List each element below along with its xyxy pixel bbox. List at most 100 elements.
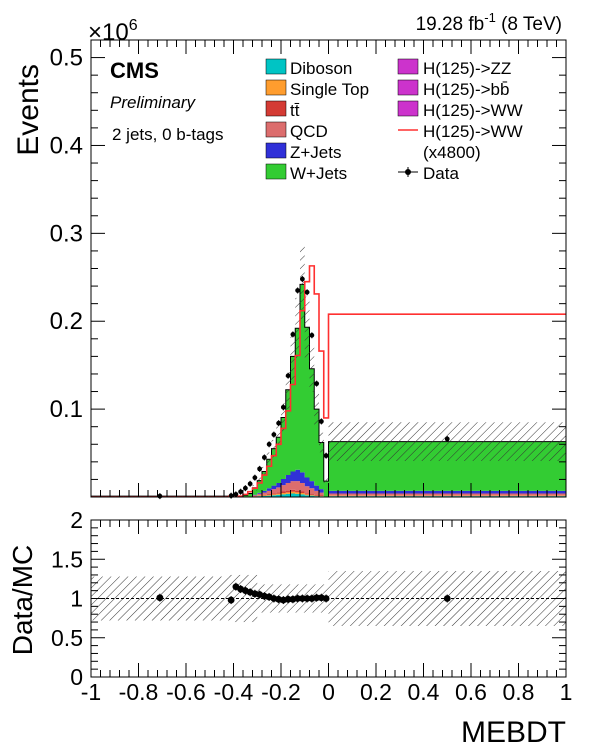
preliminary-label: Preliminary [110, 93, 197, 112]
legend-swatch [397, 58, 419, 75]
data-point [257, 466, 263, 472]
y-tick-label: 0.4 [50, 132, 83, 159]
data-point [309, 332, 315, 338]
x-tick-label: 1 [560, 679, 573, 705]
data-point [444, 436, 450, 442]
mc-uncertainty-band [247, 492, 253, 495]
data-point [290, 332, 296, 337]
ratio-y-tick-label: 2 [70, 507, 83, 533]
mc-uncertainty-band [257, 477, 262, 484]
ratio-panel: 0 0.5 1 1.5 2 Data/MC [7, 507, 567, 690]
mc-uncertainty-band [314, 393, 319, 425]
legend-label: H(125)->ZZ [423, 59, 511, 78]
ratio-y-tick-label: 0.5 [51, 625, 83, 651]
legend-label: Z+Jets [290, 143, 342, 162]
x-tick-label: -0.2 [261, 679, 301, 705]
data-point [285, 373, 291, 379]
data-point [261, 455, 267, 460]
mc-uncertainty-band [300, 246, 305, 323]
main-panel: 0.1 0.2 0.3 0.4 0.5 Events ×106 19.28 fb-1 (… [12, 10, 567, 500]
mc-uncertainty-band [243, 494, 248, 496]
y-tick-label: 0.2 [50, 308, 83, 335]
legend-swatch [265, 163, 287, 180]
legend: Diboson Single Top tt̄ QCD Z+Jets W+Jets H(125… [265, 58, 523, 183]
ratio-uncertainty-band [247, 574, 253, 623]
legend-label: H(125)->bb̄ [423, 80, 509, 99]
legend-swatch [265, 100, 287, 117]
legend-swatch [265, 58, 287, 75]
data-point [238, 489, 244, 495]
y-axis-label: Events [12, 64, 45, 156]
mc-uncertainty-band [271, 439, 277, 458]
data-point [247, 481, 253, 487]
x-tick-label: -0.6 [166, 679, 206, 705]
data-point [266, 441, 272, 447]
mc-uncertainty-band [281, 403, 286, 432]
legend-label: H(125)->WW [423, 101, 523, 120]
x-tick-label: 0.4 [408, 679, 440, 705]
mc-uncertainty-band [290, 331, 296, 382]
legend-label: Diboson [290, 59, 352, 78]
ratio-point [298, 595, 306, 602]
data-point [304, 289, 310, 295]
x-axis-label: MEBDT [461, 716, 566, 749]
mc-uncertainty-band [276, 426, 281, 448]
cms-label: CMS [110, 58, 159, 83]
data-point [271, 432, 277, 438]
legend-label: Data [423, 164, 459, 183]
lumi-label: 19.28 fb-1 (8 TeV) [416, 10, 562, 35]
y-tick-label: 0.1 [50, 396, 83, 423]
x-tick-label: 0.6 [455, 679, 487, 705]
legend-swatch [397, 100, 419, 117]
ratio-y-axis-label: Data/MC [7, 545, 38, 655]
x-tick-label: -0.8 [119, 679, 159, 705]
legend-swatch [265, 142, 287, 159]
legend-label: Single Top [290, 80, 369, 99]
legend-swatch [397, 79, 419, 96]
x-tick-label: -0.4 [214, 679, 254, 705]
ratio-point [322, 595, 330, 602]
x-tick-label: -1 [81, 679, 101, 705]
legend-swatch [265, 79, 287, 96]
ratio-uncertainty-band [233, 574, 239, 623]
legend-label: H(125)->WW [423, 122, 523, 141]
data-point [233, 491, 239, 497]
data-point [280, 404, 286, 410]
data-point [299, 276, 305, 282]
legend-label: (x4800) [423, 143, 481, 162]
x-tick-label: 0.2 [360, 679, 392, 705]
data-point [314, 381, 320, 387]
ratio-point [443, 595, 451, 602]
x-tick-label: 0 [322, 679, 335, 705]
mc-uncertainty-band [304, 296, 310, 358]
ratio-point [313, 594, 321, 602]
ratio-uncertainty-band [238, 574, 243, 623]
ratio-point [156, 594, 164, 602]
ratio-y-tick-label: 1 [70, 586, 83, 612]
category-label: 2 jets, 0 b-tags [112, 125, 224, 144]
mc-uncertainty-band [266, 452, 272, 467]
mc-uncertainty-band [295, 297, 300, 359]
ratio-point [294, 595, 302, 602]
mc-uncertainty-band [262, 466, 267, 477]
mc-uncertainty-band [323, 478, 329, 485]
legend-label: QCD [290, 122, 328, 141]
data-point [318, 419, 324, 424]
y-multiplier: ×106 [88, 17, 138, 46]
data-point [242, 485, 248, 491]
ratio-y-tick-label: 1.5 [51, 546, 83, 572]
legend-swatch [265, 121, 287, 138]
ratio-uncertainty-band [252, 574, 258, 623]
mc-uncertainty-band [319, 432, 324, 453]
legend-data-marker [405, 169, 411, 175]
ratio-y-tick-label: 0 [70, 664, 83, 690]
data-point [252, 475, 258, 481]
ratio-point [284, 595, 292, 603]
legend-label: tt̄ [290, 101, 300, 120]
data-point [276, 420, 282, 426]
y-tick-label: 0.3 [50, 220, 83, 247]
ratio-uncertainty-band [243, 574, 248, 623]
data-point [157, 493, 163, 499]
y-tick-label: 0.5 [50, 45, 83, 72]
